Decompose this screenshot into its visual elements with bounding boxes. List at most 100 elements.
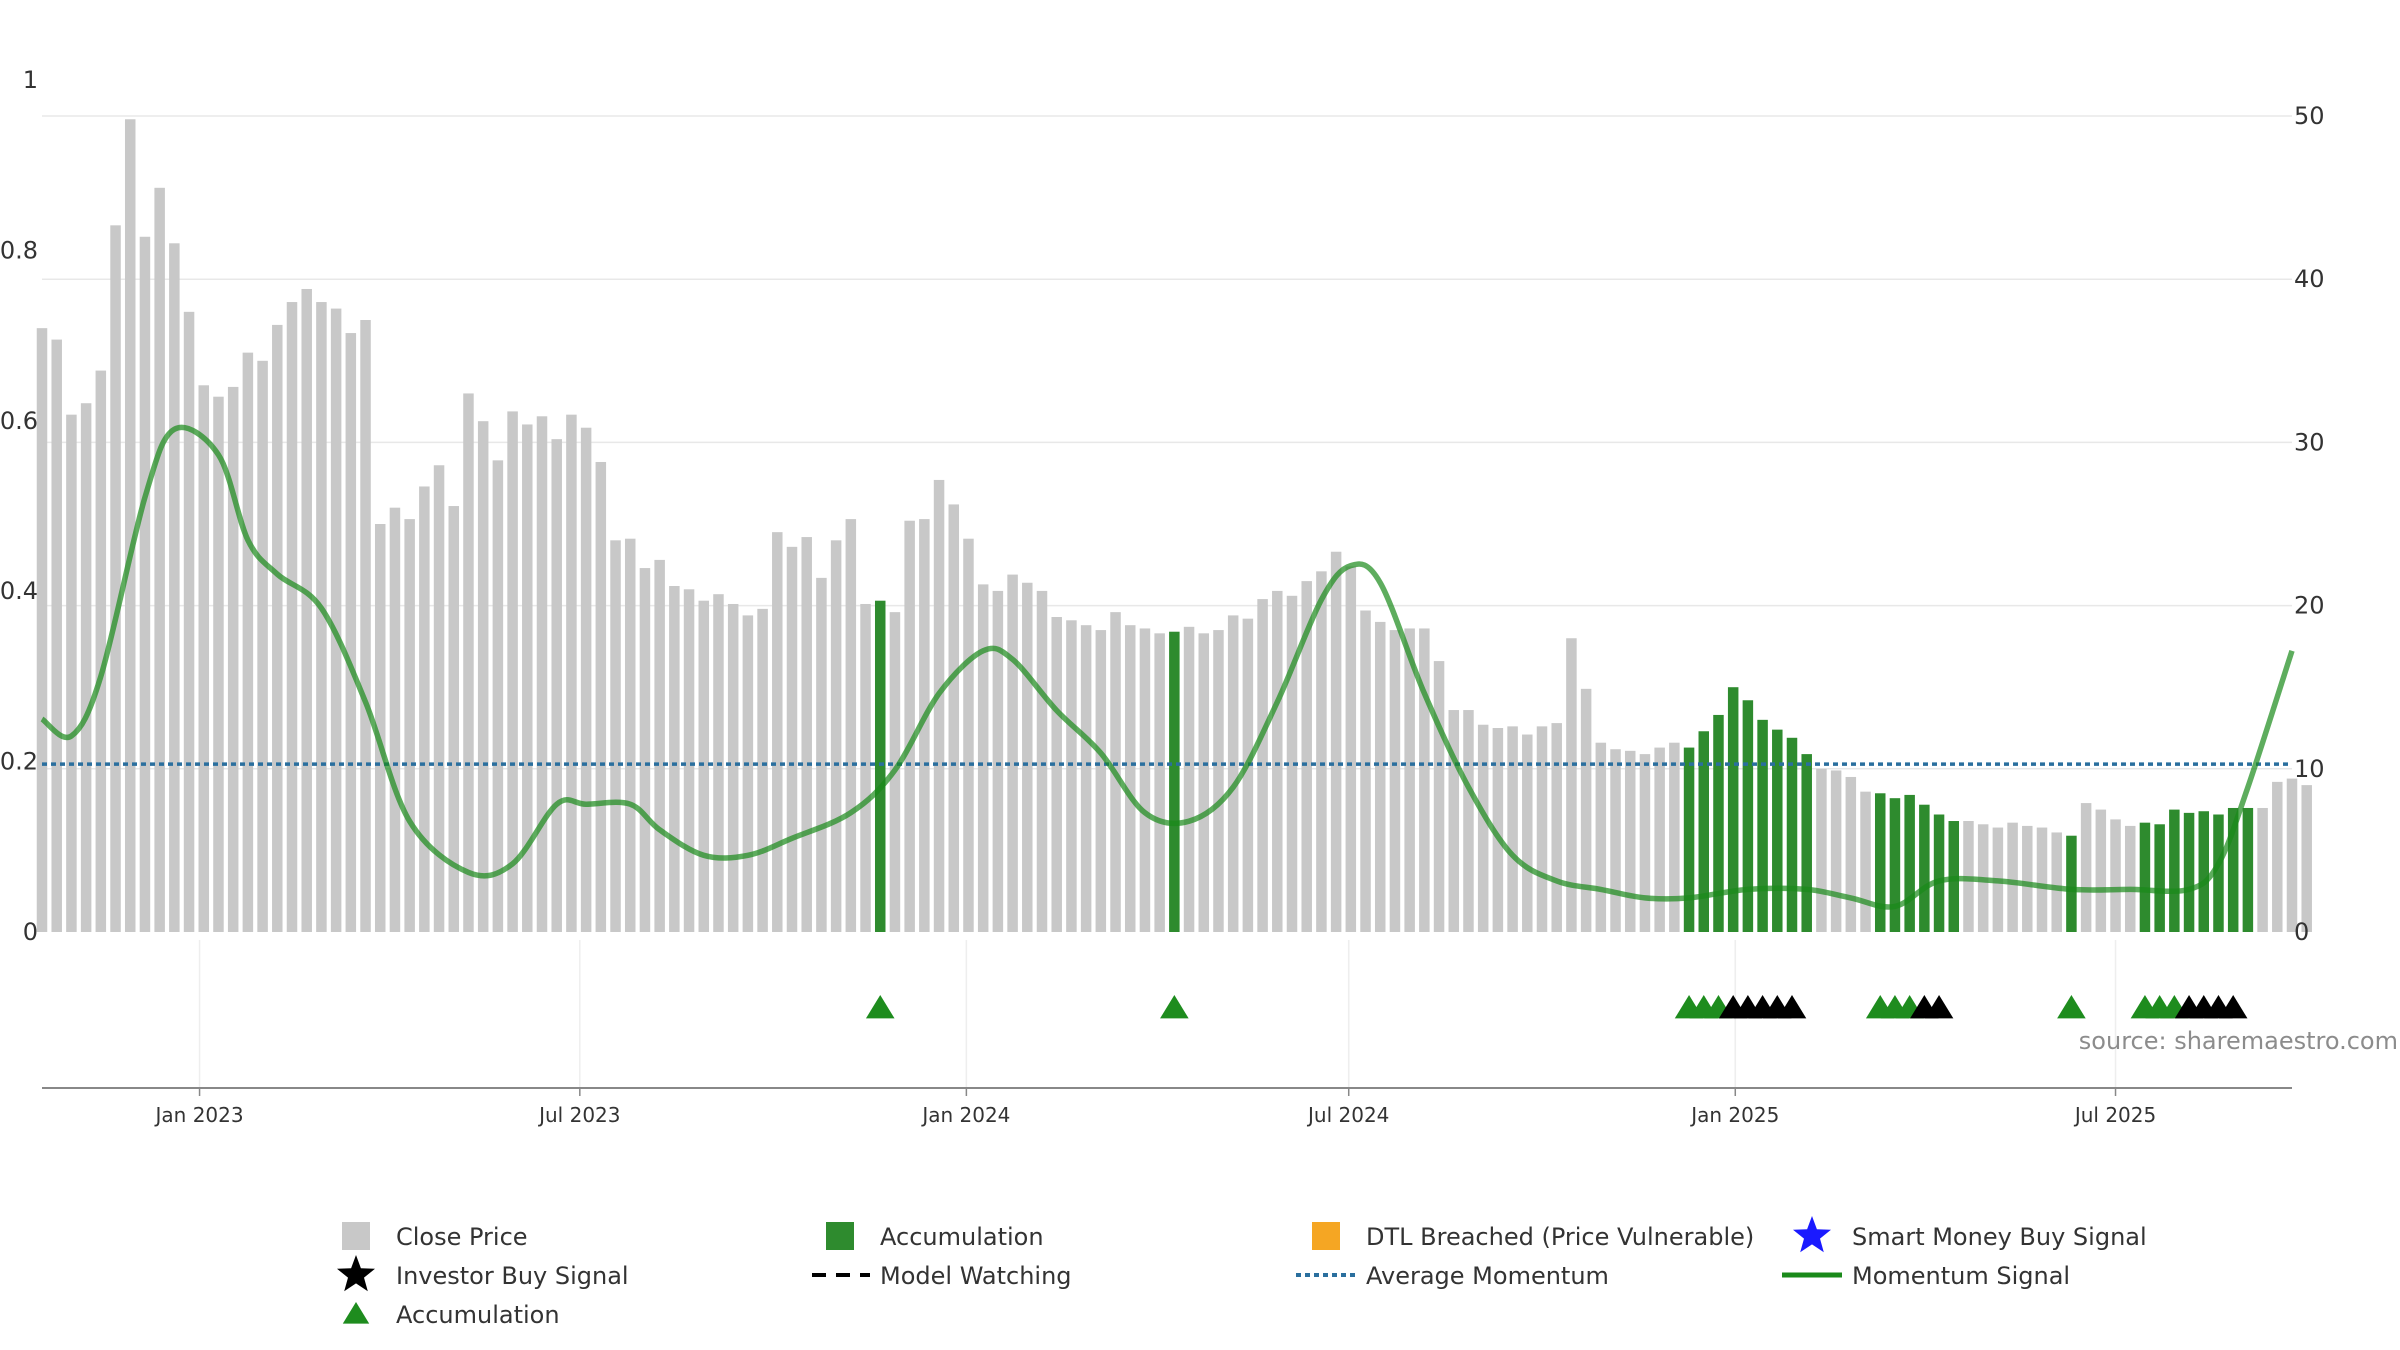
- momentum-signal-line-group: [40, 424, 2295, 910]
- gridlines: [42, 115, 2292, 1088]
- accumulation-bar: [1933, 814, 1945, 932]
- close-price-bar: [1477, 724, 1489, 932]
- close-price-bar: [595, 461, 607, 932]
- close-price-bar: [933, 479, 945, 932]
- left-axis-tick-label: 0.8: [0, 236, 38, 264]
- legend-label: Model Watching: [880, 1262, 1072, 1290]
- close-price-bar: [1272, 590, 1283, 932]
- investor-buy-marker: [1924, 995, 1954, 1019]
- close-price-bar: [1007, 574, 1018, 932]
- close-price-bar: [316, 302, 327, 932]
- close-price-bar: [1286, 595, 1298, 932]
- close-price-bar: [1183, 626, 1195, 932]
- close-price-bar: [1522, 734, 1533, 932]
- close-price-bar: [139, 236, 151, 932]
- close-price-bar: [2272, 781, 2283, 932]
- close-price-bar: [213, 396, 224, 932]
- x-axis-tick-label: Jul 2025: [2073, 1103, 2156, 1127]
- close-price-bars: [36, 119, 2312, 933]
- close-price-bar: [448, 506, 460, 932]
- x-axis-tick-label: Jan 2025: [1689, 1103, 1779, 1127]
- close-price-bar: [948, 504, 960, 932]
- left-axis-tick-label: 1: [23, 66, 38, 94]
- close-price-bar: [492, 460, 504, 932]
- close-price-bar: [2110, 819, 2121, 932]
- close-price-bar: [154, 187, 165, 932]
- accumulation-bar: [1698, 731, 1710, 932]
- close-price-bar: [2080, 803, 2092, 932]
- close-price-bar: [169, 243, 180, 933]
- close-price-bar: [698, 600, 710, 932]
- legend-label: Average Momentum: [1366, 1262, 1609, 1290]
- investor-buy-marker: [1777, 995, 1807, 1019]
- close-price-bar: [727, 603, 739, 932]
- accumulation-bar: [1919, 804, 1930, 932]
- right-axis-tick-label: 0: [2294, 918, 2309, 946]
- close-price-bar: [2095, 809, 2107, 932]
- close-price-bar: [227, 386, 239, 932]
- accumulation-bar: [1169, 631, 1180, 932]
- accumulation-bar: [1889, 798, 1901, 932]
- close-price-bar: [1066, 620, 1077, 932]
- close-price-bar: [2007, 822, 2018, 932]
- close-price-bar: [1257, 599, 1268, 932]
- close-price-bar: [257, 360, 268, 932]
- close-price-bar: [1448, 710, 1460, 932]
- close-price-bar: [360, 320, 371, 932]
- close-price-bar: [1433, 661, 1445, 932]
- right-axis-tick-label: 20: [2294, 592, 2325, 620]
- close-price-bar: [2257, 807, 2268, 932]
- close-price-bar: [742, 615, 754, 932]
- accumulation-bar: [2227, 807, 2239, 932]
- close-price-bar: [301, 288, 312, 932]
- close-price-bar: [1595, 742, 1607, 932]
- legend-label: Smart Money Buy Signal: [1852, 1223, 2147, 1251]
- legend-label: Accumulation: [396, 1301, 560, 1329]
- close-price-bar: [1095, 630, 1107, 932]
- close-price-bar: [1360, 610, 1371, 932]
- close-price-bar: [1374, 621, 1386, 932]
- close-price-bar: [1051, 617, 1062, 932]
- accumulation-bar: [2139, 822, 2151, 932]
- close-price-bar: [1404, 628, 1415, 932]
- close-price-bar: [1639, 754, 1651, 932]
- close-price-bar: [786, 546, 798, 932]
- right-axis-tick-label: 30: [2294, 428, 2325, 456]
- close-price-bar: [1580, 688, 1592, 932]
- close-price-bar: [683, 589, 695, 932]
- accumulation-bar: [2154, 824, 2165, 932]
- close-price-bar: [1213, 630, 1224, 932]
- close-price-bar: [198, 385, 210, 932]
- close-price-bar: [1124, 625, 1136, 932]
- left-axis-tick-label: 0: [23, 918, 38, 946]
- x-axis-tick-label: Jul 2023: [537, 1103, 620, 1127]
- close-price-bar: [757, 608, 768, 932]
- legend-symbol-accumulation: [826, 1222, 854, 1250]
- close-price-bar: [860, 603, 871, 932]
- accumulation-bar: [1727, 687, 1739, 932]
- close-price-bar: [1242, 618, 1254, 932]
- close-price-bar: [1036, 590, 1048, 932]
- close-price-bar: [816, 577, 827, 932]
- close-price-bar: [272, 324, 283, 932]
- left-axis-tick-label: 0.4: [0, 577, 38, 605]
- close-price-bar: [654, 559, 665, 932]
- close-price-bar: [110, 225, 121, 933]
- close-price-bar: [463, 393, 474, 932]
- close-price-bar: [1845, 776, 1857, 932]
- close-price-bar: [2022, 825, 2033, 932]
- close-price-bar: [566, 414, 577, 932]
- accumulation-marker: [2057, 995, 2086, 1019]
- investor-buy-marker: [2218, 995, 2248, 1019]
- close-price-bar: [772, 532, 783, 932]
- close-price-bar: [624, 538, 636, 932]
- legend-label: Accumulation: [880, 1223, 1044, 1251]
- close-price-bar: [345, 333, 357, 932]
- momentum-signal-line: [40, 424, 2295, 910]
- left-axis-tick-label: 0.6: [0, 407, 38, 435]
- close-price-bar: [830, 540, 842, 932]
- close-price-bar: [433, 465, 445, 932]
